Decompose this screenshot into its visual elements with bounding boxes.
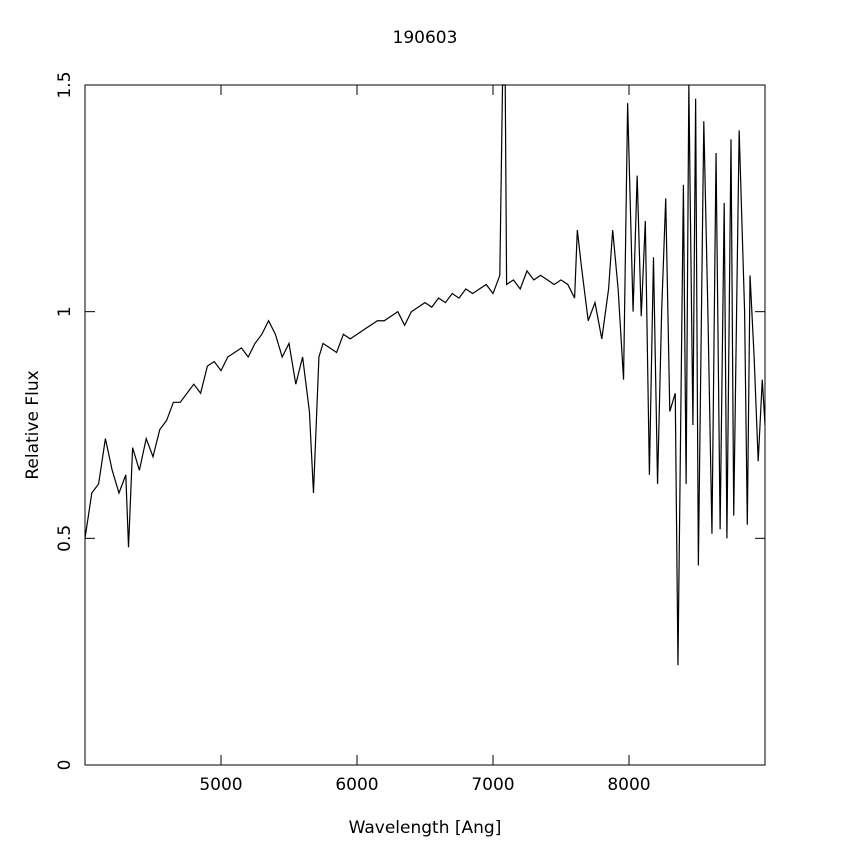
plot-frame xyxy=(84,84,766,766)
y-tick-label: 0 xyxy=(55,760,75,771)
y-tick-label: 0.5 xyxy=(55,525,75,552)
y-tick-label: 1 xyxy=(55,306,75,317)
y-axis-label: Relative Flux xyxy=(23,370,43,479)
chart-title: 190603 xyxy=(393,28,458,48)
x-tick-label: 5000 xyxy=(199,775,242,795)
y-tick-label: 1.5 xyxy=(55,71,75,98)
spectrum-line xyxy=(84,84,766,666)
x-tick-label: 8000 xyxy=(607,775,650,795)
x-tick-label: 7000 xyxy=(471,775,514,795)
x-tick-label: 6000 xyxy=(335,775,378,795)
x-axis-label: Wavelength [Ang] xyxy=(349,818,502,838)
